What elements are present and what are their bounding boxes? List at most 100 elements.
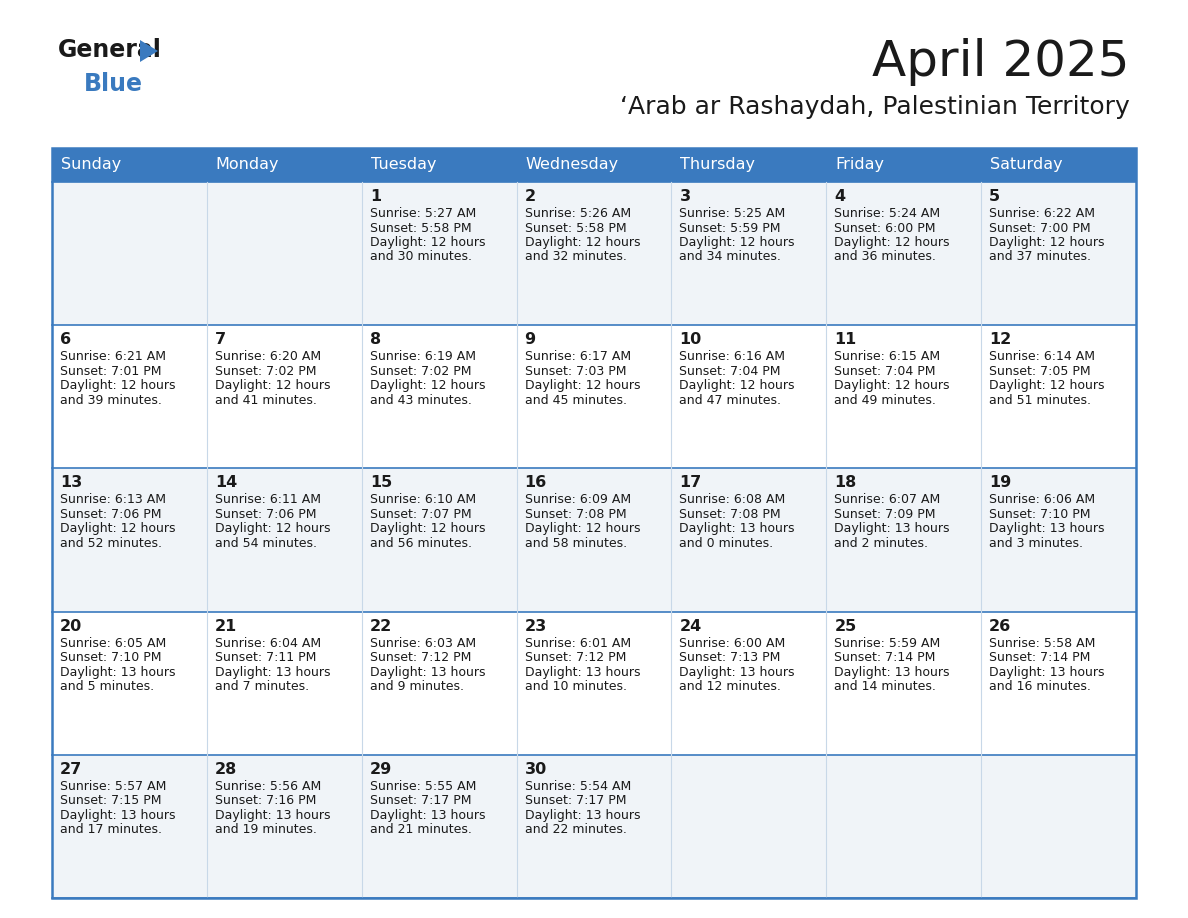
Text: Sunset: 7:10 PM: Sunset: 7:10 PM — [61, 651, 162, 664]
Text: 21: 21 — [215, 619, 238, 633]
Text: Monday: Monday — [216, 158, 279, 173]
Text: Sunrise: 6:15 AM: Sunrise: 6:15 AM — [834, 350, 941, 364]
Text: 14: 14 — [215, 476, 238, 490]
Text: Sunrise: 6:17 AM: Sunrise: 6:17 AM — [525, 350, 631, 364]
Text: Daylight: 13 hours: Daylight: 13 hours — [525, 809, 640, 822]
Text: and 39 minutes.: and 39 minutes. — [61, 394, 162, 407]
Text: Sunset: 7:04 PM: Sunset: 7:04 PM — [680, 364, 781, 377]
Text: and 51 minutes.: and 51 minutes. — [990, 394, 1091, 407]
Text: Sunset: 7:12 PM: Sunset: 7:12 PM — [525, 651, 626, 664]
Text: Sunset: 7:08 PM: Sunset: 7:08 PM — [680, 508, 781, 521]
Text: Sunrise: 6:06 AM: Sunrise: 6:06 AM — [990, 493, 1095, 507]
Text: Sunset: 7:00 PM: Sunset: 7:00 PM — [990, 221, 1091, 234]
Text: Saturday: Saturday — [990, 158, 1063, 173]
Text: Sunrise: 5:57 AM: Sunrise: 5:57 AM — [61, 779, 166, 793]
Text: Daylight: 13 hours: Daylight: 13 hours — [680, 522, 795, 535]
Text: and 43 minutes.: and 43 minutes. — [369, 394, 472, 407]
Text: 7: 7 — [215, 332, 226, 347]
Text: Sunrise: 6:01 AM: Sunrise: 6:01 AM — [525, 636, 631, 650]
Text: and 12 minutes.: and 12 minutes. — [680, 680, 782, 693]
Text: 13: 13 — [61, 476, 82, 490]
Text: and 54 minutes.: and 54 minutes. — [215, 537, 317, 550]
Text: and 52 minutes.: and 52 minutes. — [61, 537, 162, 550]
Text: and 30 minutes.: and 30 minutes. — [369, 251, 472, 263]
Text: and 3 minutes.: and 3 minutes. — [990, 537, 1083, 550]
Text: Sunrise: 5:26 AM: Sunrise: 5:26 AM — [525, 207, 631, 220]
Text: 24: 24 — [680, 619, 702, 633]
Text: Thursday: Thursday — [681, 158, 756, 173]
Text: Sunrise: 6:05 AM: Sunrise: 6:05 AM — [61, 636, 166, 650]
Text: Sunset: 6:00 PM: Sunset: 6:00 PM — [834, 221, 936, 234]
Text: 18: 18 — [834, 476, 857, 490]
Text: and 36 minutes.: and 36 minutes. — [834, 251, 936, 263]
Text: Sunset: 7:02 PM: Sunset: 7:02 PM — [369, 364, 472, 377]
Text: 2: 2 — [525, 189, 536, 204]
Text: 1: 1 — [369, 189, 381, 204]
Text: Sunrise: 6:11 AM: Sunrise: 6:11 AM — [215, 493, 321, 507]
Text: Daylight: 12 hours: Daylight: 12 hours — [525, 522, 640, 535]
Text: Daylight: 12 hours: Daylight: 12 hours — [680, 236, 795, 249]
Text: Sunrise: 5:56 AM: Sunrise: 5:56 AM — [215, 779, 321, 793]
Text: Sunset: 7:13 PM: Sunset: 7:13 PM — [680, 651, 781, 664]
Text: Daylight: 13 hours: Daylight: 13 hours — [680, 666, 795, 678]
Text: Sunset: 7:12 PM: Sunset: 7:12 PM — [369, 651, 472, 664]
Text: Sunset: 5:59 PM: Sunset: 5:59 PM — [680, 221, 781, 234]
Text: and 32 minutes.: and 32 minutes. — [525, 251, 626, 263]
Text: Daylight: 13 hours: Daylight: 13 hours — [215, 809, 330, 822]
Text: 30: 30 — [525, 762, 546, 777]
Text: and 37 minutes.: and 37 minutes. — [990, 251, 1091, 263]
Text: 10: 10 — [680, 332, 702, 347]
Text: General: General — [58, 38, 162, 62]
Text: and 10 minutes.: and 10 minutes. — [525, 680, 626, 693]
Text: Sunday: Sunday — [61, 158, 121, 173]
Text: Daylight: 12 hours: Daylight: 12 hours — [990, 236, 1105, 249]
Text: and 34 minutes.: and 34 minutes. — [680, 251, 782, 263]
Text: and 7 minutes.: and 7 minutes. — [215, 680, 309, 693]
Text: and 19 minutes.: and 19 minutes. — [215, 823, 317, 836]
Text: Daylight: 13 hours: Daylight: 13 hours — [990, 522, 1105, 535]
Text: 17: 17 — [680, 476, 702, 490]
Text: Sunrise: 5:27 AM: Sunrise: 5:27 AM — [369, 207, 476, 220]
Text: Daylight: 13 hours: Daylight: 13 hours — [369, 666, 485, 678]
Text: 28: 28 — [215, 762, 238, 777]
Text: Daylight: 13 hours: Daylight: 13 hours — [61, 809, 176, 822]
Bar — [52, 148, 1136, 182]
Text: April 2025: April 2025 — [872, 38, 1130, 86]
Text: Sunset: 7:04 PM: Sunset: 7:04 PM — [834, 364, 936, 377]
Text: Sunrise: 6:04 AM: Sunrise: 6:04 AM — [215, 636, 321, 650]
Text: 4: 4 — [834, 189, 846, 204]
Text: 15: 15 — [369, 476, 392, 490]
Text: Sunset: 5:58 PM: Sunset: 5:58 PM — [525, 221, 626, 234]
Text: Daylight: 13 hours: Daylight: 13 hours — [834, 522, 949, 535]
Text: Sunrise: 6:16 AM: Sunrise: 6:16 AM — [680, 350, 785, 364]
Text: and 47 minutes.: and 47 minutes. — [680, 394, 782, 407]
Text: 11: 11 — [834, 332, 857, 347]
Text: Daylight: 12 hours: Daylight: 12 hours — [525, 379, 640, 392]
Text: and 45 minutes.: and 45 minutes. — [525, 394, 626, 407]
Text: Sunrise: 5:59 AM: Sunrise: 5:59 AM — [834, 636, 941, 650]
Text: Sunset: 7:11 PM: Sunset: 7:11 PM — [215, 651, 316, 664]
Text: Sunset: 7:17 PM: Sunset: 7:17 PM — [369, 794, 472, 807]
Text: 25: 25 — [834, 619, 857, 633]
Text: Daylight: 12 hours: Daylight: 12 hours — [61, 522, 176, 535]
Text: Sunset: 7:06 PM: Sunset: 7:06 PM — [215, 508, 316, 521]
Text: Daylight: 12 hours: Daylight: 12 hours — [680, 379, 795, 392]
Text: Sunset: 7:08 PM: Sunset: 7:08 PM — [525, 508, 626, 521]
Text: and 56 minutes.: and 56 minutes. — [369, 537, 472, 550]
Bar — [52, 611, 1136, 755]
Text: Sunrise: 5:25 AM: Sunrise: 5:25 AM — [680, 207, 785, 220]
Text: Daylight: 12 hours: Daylight: 12 hours — [834, 236, 949, 249]
Text: Daylight: 13 hours: Daylight: 13 hours — [369, 809, 485, 822]
Text: 19: 19 — [990, 476, 1011, 490]
Polygon shape — [140, 40, 158, 62]
Text: Sunrise: 6:14 AM: Sunrise: 6:14 AM — [990, 350, 1095, 364]
Text: Sunrise: 6:20 AM: Sunrise: 6:20 AM — [215, 350, 321, 364]
Text: 6: 6 — [61, 332, 71, 347]
Text: Sunrise: 5:54 AM: Sunrise: 5:54 AM — [525, 779, 631, 793]
Bar — [52, 468, 1136, 611]
Text: Sunset: 7:07 PM: Sunset: 7:07 PM — [369, 508, 472, 521]
Text: Sunset: 7:15 PM: Sunset: 7:15 PM — [61, 794, 162, 807]
Text: Daylight: 12 hours: Daylight: 12 hours — [834, 379, 949, 392]
Text: Daylight: 12 hours: Daylight: 12 hours — [215, 379, 330, 392]
Text: 12: 12 — [990, 332, 1011, 347]
